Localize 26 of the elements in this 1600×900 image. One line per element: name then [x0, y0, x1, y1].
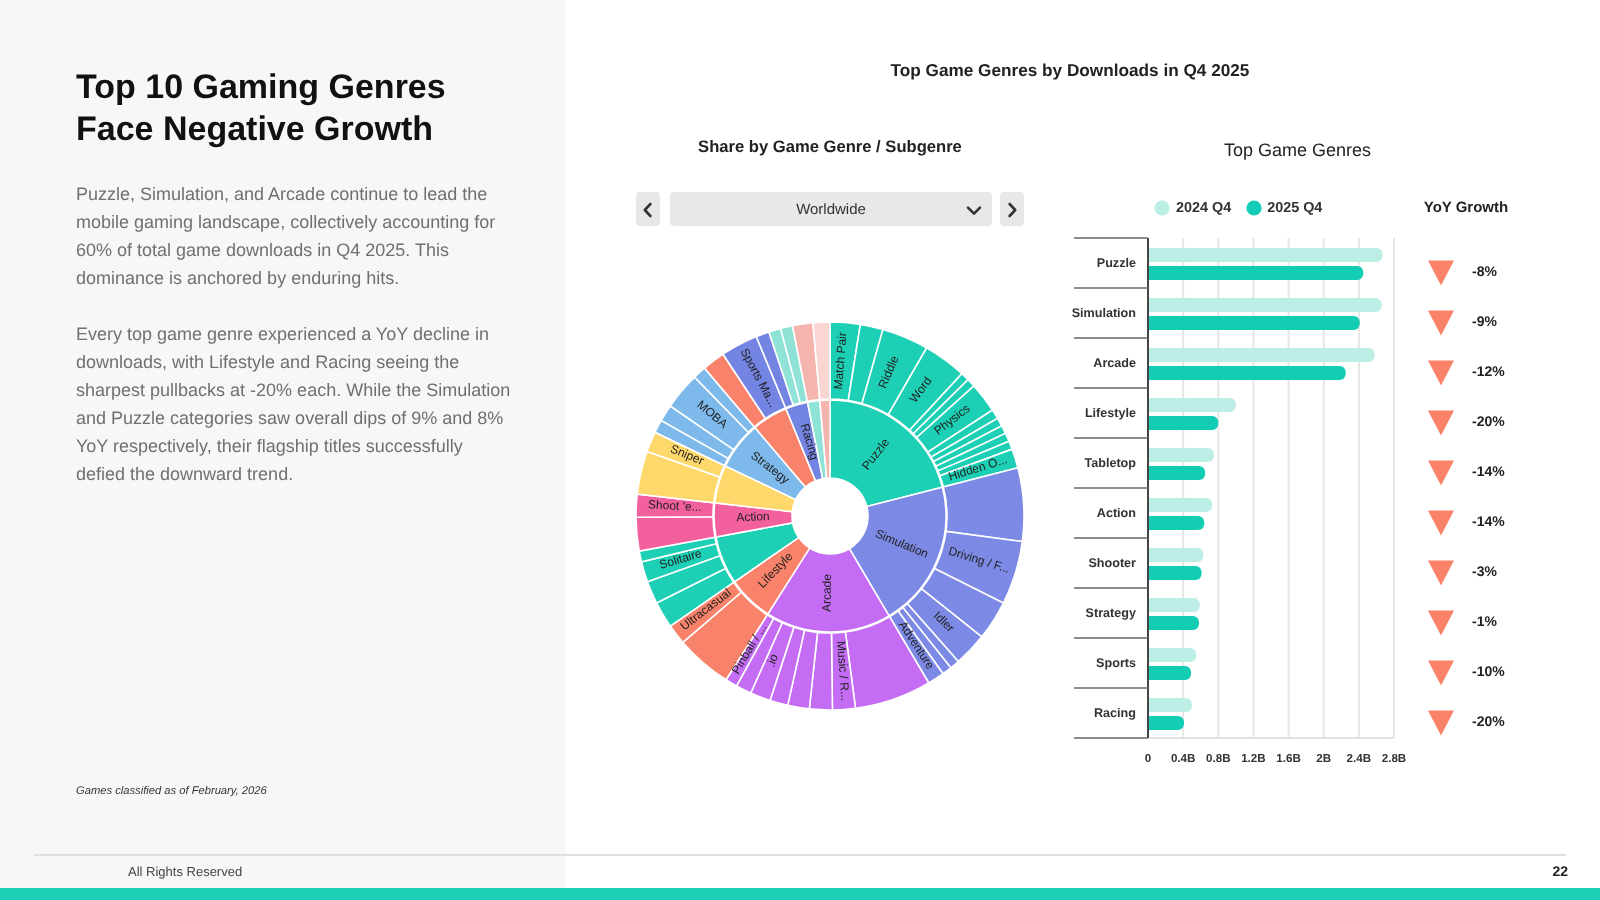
- bar: [1148, 516, 1205, 530]
- bar: [1148, 616, 1199, 630]
- bar: [1148, 298, 1382, 312]
- bar: [1148, 566, 1202, 580]
- bar: [1148, 448, 1214, 462]
- bar: [1148, 266, 1364, 280]
- bar: [1148, 398, 1236, 412]
- bar: [1148, 698, 1192, 712]
- text: Top 10 Gaming Genres Face Negative Growth: [76, 68, 446, 148]
- text: Every top game genre experienced a YoY decline in downloads, with Lifestyle and Racing seeing the sharpest pullbacks at -20% each. While the Simulation and Puzzle categories saw overall dips of 9% and 8% YoY respectively, their flagship titles successfully defied the downward trend.: [76, 324, 511, 484]
- chart-title: Top Game Genres: [1224, 140, 1372, 160]
- bar: [1148, 366, 1346, 380]
- bar: [1148, 348, 1375, 362]
- bar: [1148, 716, 1185, 730]
- bar: [1148, 416, 1219, 430]
- bar: [1148, 548, 1204, 562]
- bar: [1148, 248, 1383, 262]
- text: Top Game Genres by Downloads in Q4 2025: [890, 60, 1250, 80]
- bar: [1148, 648, 1197, 662]
- bar: [1148, 598, 1200, 612]
- bar: [1148, 498, 1213, 512]
- bar: [1148, 466, 1206, 480]
- chart-title: Share by Game Genre / Subgenre: [698, 136, 962, 156]
- bar: [1148, 666, 1192, 680]
- bar: [1148, 316, 1360, 330]
- text: Puzzle, Simulation, and Arcade continue to lead the mobile gaming landscape, collectively accounting for 60% of total game downloads in Q4 2025. This dominance is anchored by enduring hits.: [76, 184, 496, 288]
